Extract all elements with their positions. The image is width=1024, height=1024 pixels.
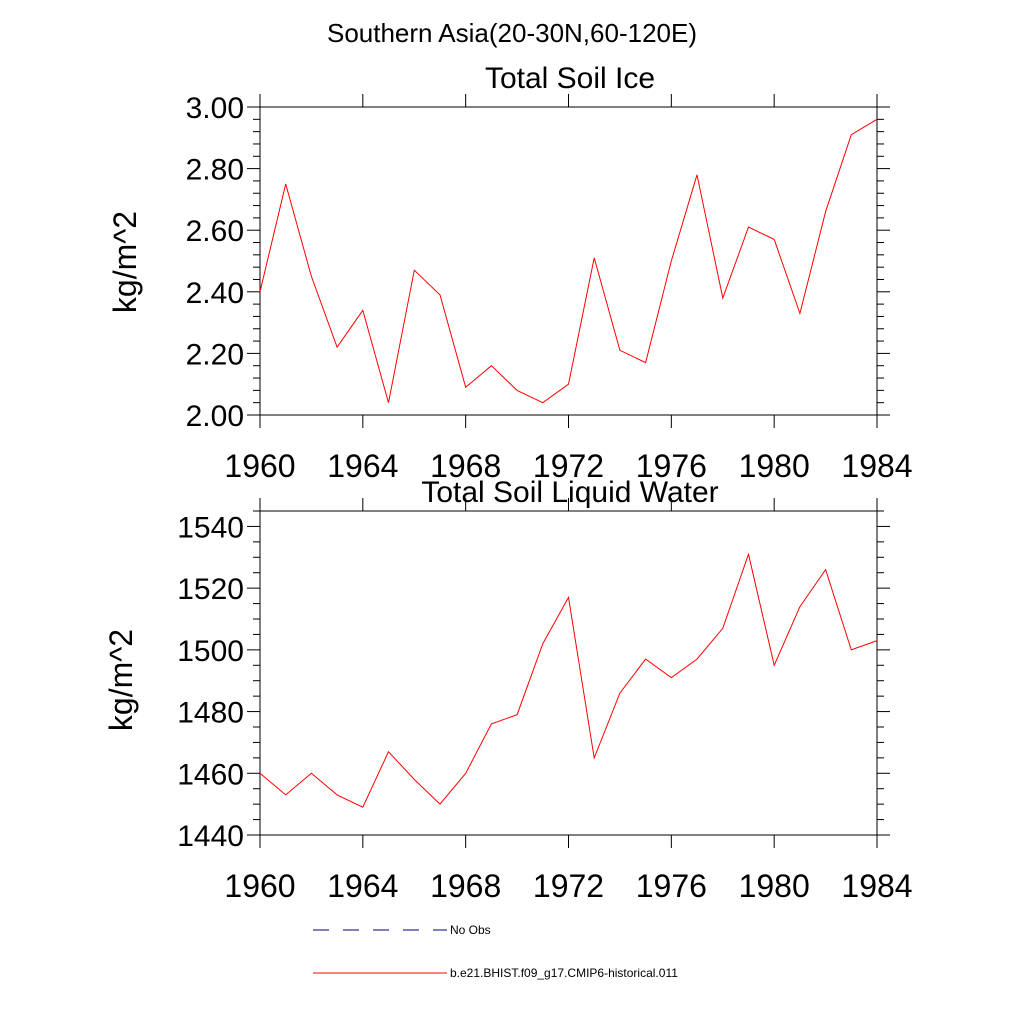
x-tick-label-soil-ice: 1972 [533,448,604,484]
panel-title-soil-ice: Total Soil Ice [485,62,655,95]
y-tick-label-soil-liquid-water: 1500 [177,635,244,668]
tick-labels-soil-ice: 1960 1964 1968 1972 1976 1980 1984 2.00 2.20 2.40… [186,92,913,484]
x-tick-label-soil-liquid-water: 1980 [739,868,810,904]
plot-frame-soil-ice [259,106,878,416]
x-tick-label-soil-liquid-water: 1968 [430,868,501,904]
x-tick-label-soil-liquid-water: 1960 [224,868,295,904]
y-tick-label-soil-liquid-water: 1540 [177,511,244,544]
ticks-soil-liquid-water [247,498,890,848]
x-tick-label-soil-liquid-water: 1972 [533,868,604,904]
y-tick-label-soil-ice: 2.20 [186,338,244,371]
y-tick-label-soil-liquid-water: 1440 [177,820,244,853]
series-line-soil-liquid-water [259,552,878,808]
x-tick-label-soil-liquid-water: 1964 [327,868,398,904]
y-tick-label-soil-liquid-water: 1460 [177,758,244,791]
y-tick-label-soil-ice: 2.00 [186,400,244,433]
y-tick-label-soil-liquid-water: 1480 [177,697,244,730]
y-tick-label-soil-liquid-water: 1520 [177,573,244,606]
panel-title-soil-liquid-water: Total Soil Liquid Water [421,476,718,509]
x-tick-label-soil-ice: 1980 [739,448,810,484]
plot-frame-soil-liquid-water [259,510,878,836]
x-tick-label-soil-liquid-water: 1976 [636,868,707,904]
y-tick-label-soil-ice: 2.60 [186,215,244,248]
figure-suptitle: Southern Asia(20-30N,60-120E) [327,18,697,48]
y-tick-label-soil-ice: 3.00 [186,92,244,125]
x-tick-label-soil-ice: 1964 [327,448,398,484]
panel-soil-ice: Total Soil Ice kg/m^2 1960 1964 1968 1972 19… [107,62,913,484]
y-axis-label-soil-ice: kg/m^2 [107,211,143,313]
legend-model-label: b.e21.BHIST.f09_g17.CMIP6-historical.011 [450,966,678,980]
legend-obs-label: No Obs [450,923,491,937]
x-tick-label-soil-ice: 1968 [430,448,501,484]
x-tick-label-soil-liquid-water: 1984 [841,868,912,904]
x-tick-label-soil-ice: 1960 [224,448,295,484]
tick-labels-soil-liquid-water: 1960 1964 1968 1972 1976 1980 1984 1440 1460 1480… [177,511,912,904]
x-tick-label-soil-ice: 1976 [636,448,707,484]
y-tick-label-soil-ice: 2.80 [186,154,244,187]
x-tick-label-soil-ice: 1984 [841,448,912,484]
panel-soil-liquid-water: Total Soil Liquid Water kg/m^2 1960 1964 1… [103,476,913,904]
series-line-soil-ice [259,118,878,404]
y-axis-label-soil-liquid-water: kg/m^2 [103,629,139,731]
ticks-soil-ice [247,94,890,428]
legend: No Obs b.e21.BHIST.f09_g17.CMIP6-histori… [313,923,678,980]
y-tick-label-soil-ice: 2.40 [186,277,244,310]
